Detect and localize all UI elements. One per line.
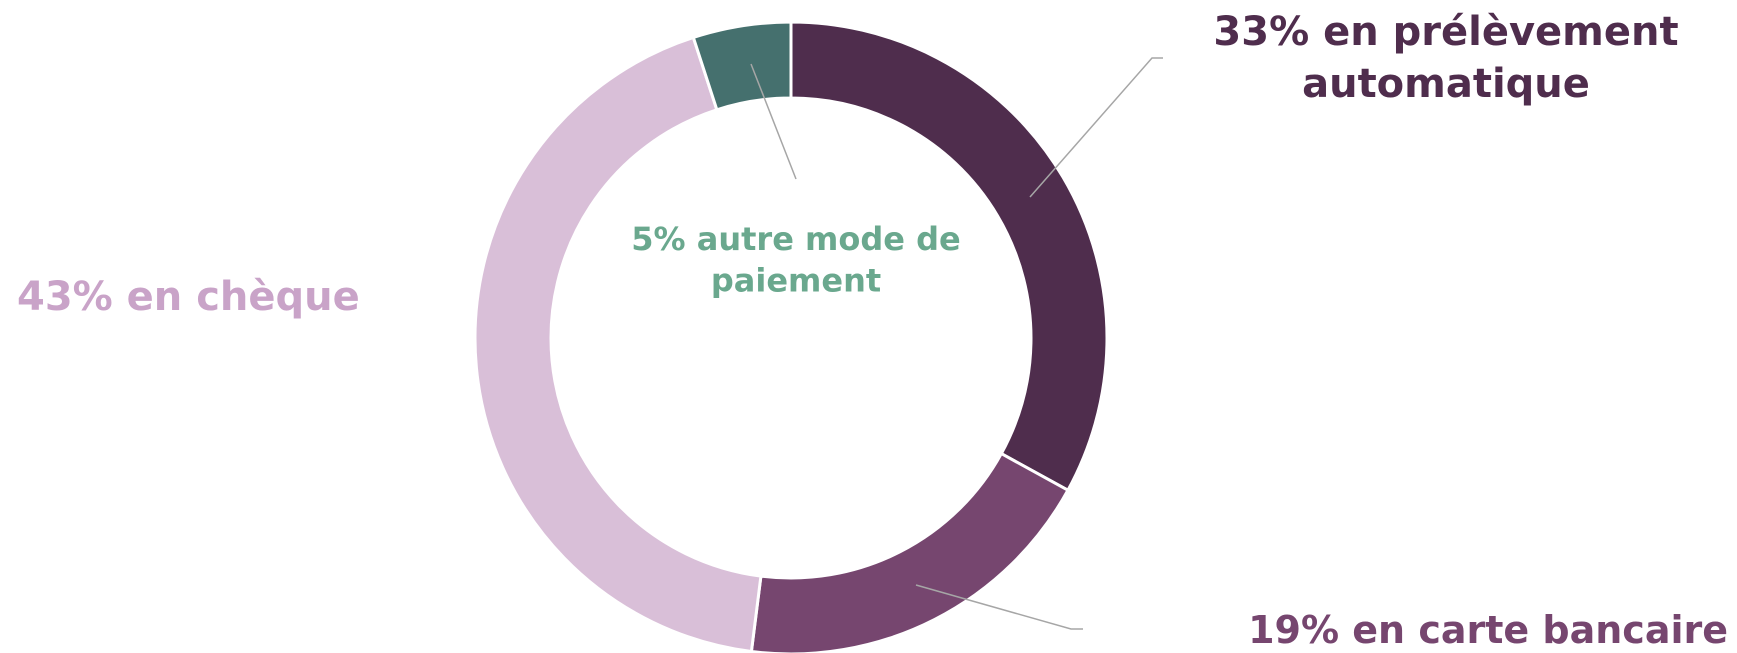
data-label-line: 43% en chèque	[17, 274, 360, 320]
data-label: 19% en carte bancaire	[1248, 608, 1728, 652]
leader-line	[915, 584, 1083, 630]
leader-lines	[750, 57, 1163, 630]
data-label-line: 19% en carte bancaire	[1248, 608, 1728, 652]
data-label: 33% en prélèvement automatique	[1213, 9, 1678, 107]
data-label-line: automatique	[1302, 61, 1590, 107]
data-label: 43% en chèque	[17, 274, 360, 320]
slice	[789, 20, 1109, 493]
data-label-line: 5% autre mode de	[631, 220, 960, 258]
data-label-line: 33% en prélèvement	[1213, 9, 1678, 55]
slice	[473, 35, 763, 653]
leader-line	[1029, 57, 1163, 198]
slices	[473, 20, 1109, 653]
data-label-line: paiement	[711, 262, 881, 300]
slice	[691, 20, 793, 112]
data-label: 5% autre mode de paiement	[631, 220, 960, 300]
slice	[749, 451, 1070, 653]
leader-line	[750, 63, 797, 180]
